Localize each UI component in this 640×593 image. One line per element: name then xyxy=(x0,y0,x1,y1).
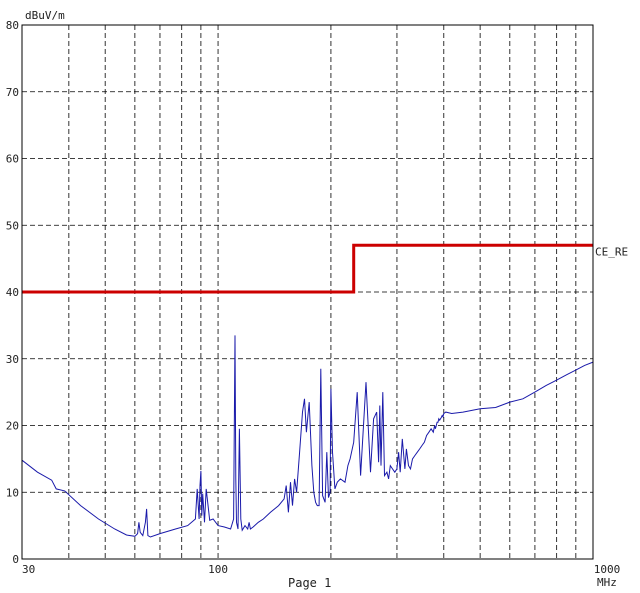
y-tick-label: 50 xyxy=(6,219,19,232)
y-tick-label: 80 xyxy=(6,19,19,32)
y-tick-label: 70 xyxy=(6,86,19,99)
y-axis-unit-label: dBuV/m xyxy=(25,9,65,22)
x-tick-label: 30 xyxy=(22,563,35,576)
page-label: Page 1 xyxy=(288,576,331,590)
y-tick-label: 40 xyxy=(6,286,19,299)
x-tick-label: 1000 xyxy=(594,563,621,576)
y-tick-label: 30 xyxy=(6,353,19,366)
y-tick-label: 20 xyxy=(6,420,19,433)
y-tick-label: 0 xyxy=(12,553,19,566)
x-tick-label: 100 xyxy=(208,563,228,576)
series xyxy=(21,243,594,538)
x-axis-unit-label: MHz xyxy=(597,576,617,589)
emission-trace xyxy=(21,335,594,538)
y-tick-label: 10 xyxy=(6,486,19,499)
limit-line xyxy=(22,243,593,294)
limit-series-label: CE_RE xyxy=(595,245,628,258)
y-tick-label: 60 xyxy=(6,153,19,166)
plot-frame xyxy=(21,24,594,560)
tick-labels: 0 10 20 30 40 50 60 70 80 30 100 1000 xyxy=(6,19,621,576)
